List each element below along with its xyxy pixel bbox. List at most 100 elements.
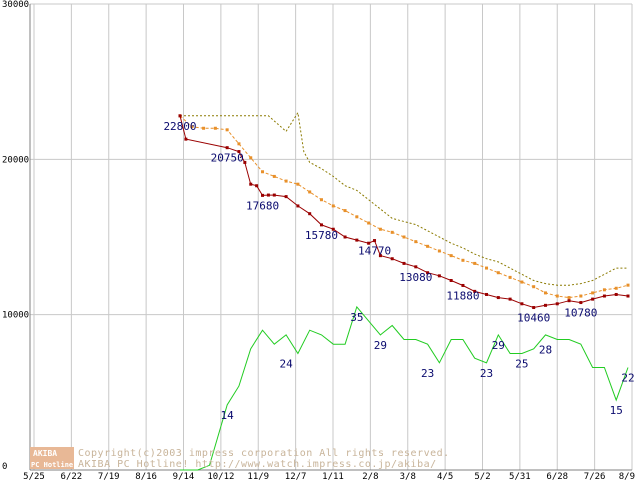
point-average-23 [449,254,453,258]
x-axis-ticks: 5/25 6/22 7/19 8/16 9/14 10/12 11/9 12/7 1/11 2/8… [23,472,635,480]
point-min-13 [319,223,323,227]
count-label: 14 [221,409,235,422]
y-tick-label: 0 [2,462,7,472]
x-tick-label: 10/12 [207,472,234,480]
x-tick-label: 2/8 [362,472,378,480]
point-min-2 [225,146,229,150]
point-min-33 [543,303,547,307]
point-min-9 [272,193,276,197]
series-group [178,111,630,471]
point-average-33 [567,296,571,300]
point-min-12 [308,212,312,216]
site-url-text: AKIBA PC Hotline! http://www.watch.impre… [78,459,437,470]
x-tick-label: 8/9 [619,472,635,480]
price-label: 14770 [358,245,391,258]
y-tick-label: 20000 [2,155,29,165]
point-average-8 [272,174,276,178]
point-min-34 [555,302,559,306]
point-min-1 [184,137,188,141]
point-average-12 [319,198,323,202]
price-label: 13080 [399,271,432,284]
price-label: 17680 [246,199,279,212]
point-min-5 [249,182,253,186]
point-average-10 [296,182,300,186]
point-average-4 [225,128,229,132]
point-average-17 [378,227,382,231]
point-min-36 [579,301,583,305]
point-min-32 [532,306,536,310]
point-min-40 [626,294,630,298]
count-label: 25 [515,358,528,371]
credit-watermark: AKIBA PC Hotline! Copyright(c)2003 impre… [30,447,450,470]
price-label: 20750 [211,152,244,165]
x-tick-label: 5/25 [23,472,45,480]
point-average-6 [249,156,253,160]
x-tick-label: 4/5 [437,472,453,480]
price-label: 10780 [564,307,597,320]
point-min-19 [378,254,382,258]
series-line-max [180,111,628,286]
y-tick-label: 10000 [2,311,29,321]
count-label: 22 [621,371,634,384]
point-average-20 [414,240,418,244]
logo-bottom-text: PC Hotline! [31,461,77,469]
point-average-34 [579,294,583,298]
point-average-9 [284,179,288,183]
point-min-29 [496,296,500,300]
point-min-25 [449,278,453,282]
point-min-6 [255,184,259,188]
point-min-37 [591,297,595,301]
point-average-14 [343,209,347,213]
point-average-24 [461,258,465,262]
point-average-19 [402,235,406,239]
point-average-32 [555,294,559,298]
data-labels: 22800 20750 17680 15780 14770 13080 11880 10460… [163,120,634,422]
point-average-28 [508,275,512,279]
point-average-36 [602,288,606,292]
price-label: 22800 [163,120,196,133]
point-average-26 [485,266,489,270]
point-min-24 [437,274,441,278]
point-min-14 [331,227,335,231]
point-min-20 [390,257,394,261]
point-min-28 [485,292,489,296]
series-line-count [180,305,629,471]
point-min-0 [178,114,182,118]
point-average-3 [213,126,217,130]
point-min-31 [520,302,524,306]
x-tick-label: 7/26 [584,472,606,480]
point-average-16 [367,221,371,225]
point-average-31 [543,291,547,295]
point-min-23 [426,271,430,275]
point-min-39 [614,292,618,296]
x-tick-label: 5/31 [509,472,531,480]
point-average-5 [237,142,241,146]
point-average-15 [355,215,359,219]
point-min-27 [473,289,477,293]
axes [29,4,632,471]
count-label: 15 [610,404,623,417]
point-average-37 [614,286,618,290]
count-label: 24 [279,358,293,371]
x-tick-label: 3/8 [400,472,416,480]
point-average-29 [520,280,524,284]
count-label: 35 [350,311,363,324]
point-min-7 [261,193,265,197]
y-tick-label: 30000 [2,0,29,10]
y-axis-ticks: 0 10000 20000 30000 [2,0,29,472]
x-tick-label: 7/19 [98,472,120,480]
x-tick-label: 8/16 [135,472,157,480]
point-average-38 [626,283,630,287]
logo-box-top [30,447,74,459]
price-label: 11880 [446,289,479,302]
x-tick-label: 6/28 [546,472,568,480]
logo-box-bottom [30,459,74,469]
point-average-35 [591,291,595,295]
point-average-30 [532,285,536,289]
x-tick-label: 9/14 [173,472,195,480]
copyright-text: Copyright(c)2003 impress corporation All… [78,448,450,459]
point-average-27 [496,271,500,275]
x-tick-label: 5/2 [474,472,490,480]
price-label: 15780 [305,229,338,242]
